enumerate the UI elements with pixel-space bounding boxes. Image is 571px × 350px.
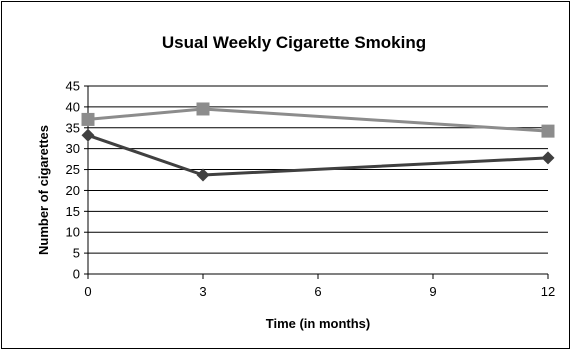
y-tick-label-25: 25 [66,162,80,177]
y-tick-label-35: 35 [66,120,80,135]
x-tick-label-12: 12 [541,284,555,299]
tick-labels: 0 5 10 15 20 25 30 35 40 45 0 3 6 9 12 [66,79,556,300]
series-1-point-3 [196,102,210,116]
chart-title: Usual Weekly Cigarette Smoking [162,33,426,52]
x-axis-label: Time (in months) [266,316,370,331]
x-tick-label-6: 6 [314,284,321,299]
y-axis-label: Number of cigarettes [36,125,51,255]
x-tick-label-0: 0 [84,284,91,299]
series-2-point-12 [541,151,555,165]
y-tick-label-15: 15 [66,204,80,219]
series-1-point-0 [81,112,95,126]
series-2-point-3 [196,168,210,182]
y-tick-label-30: 30 [66,141,80,156]
y-tick-label-40: 40 [66,99,80,114]
y-tick-label-20: 20 [66,183,80,198]
y-tick-label-10: 10 [66,225,80,240]
series-2-point-0 [81,128,95,142]
y-tick-label-45: 45 [66,79,80,94]
data-series [81,102,555,182]
x-tick-label-9: 9 [429,284,436,299]
gridlines [88,85,548,254]
y-tick-label-5: 5 [73,246,80,261]
x-tick-label-3: 3 [199,284,206,299]
y-tick-label-0: 0 [73,267,80,282]
series-1-point-12 [541,124,555,138]
